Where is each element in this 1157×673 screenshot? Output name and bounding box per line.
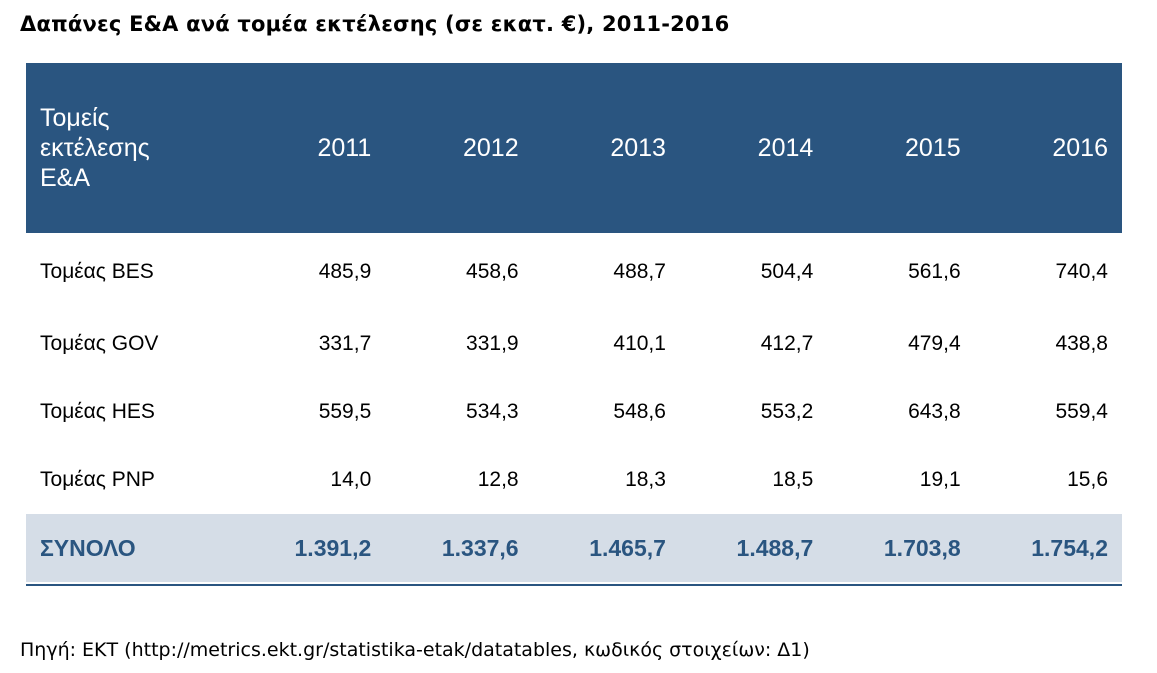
table-cell: 559,4 (1055, 400, 1108, 423)
table-cell: 331,7 (318, 332, 372, 355)
rd-expenditure-table: Τομείς εκτέλεσης Ε&Α 2011 2012 2013 2014… (26, 63, 1122, 582)
table-cell: 534,3 (466, 400, 519, 423)
header-sector-label: Τομείς εκτέλεσης Ε&Α (26, 63, 238, 233)
table-cell: 458,6 (466, 259, 519, 283)
table-cell: 479,4 (908, 332, 961, 355)
table-cell: 740,4 (1055, 259, 1108, 283)
table-cell: 19,1 (919, 468, 961, 491)
table-cell: 504,4 (760, 259, 814, 283)
total-cell: 1.754,2 (1031, 534, 1108, 561)
table-cell: 331,9 (466, 332, 519, 355)
table-row-pnp: Τομέας PNP 14,0 12,8 18,3 18,5 19,1 15,6 (26, 446, 1122, 514)
total-cell: 1.391,2 (294, 534, 372, 561)
header-year-2011: 2011 (317, 133, 372, 162)
table-cell: 18,3 (625, 468, 666, 491)
data-table-container: Τομείς εκτέλεσης Ε&Α 2011 2012 2013 2014… (26, 63, 1122, 582)
table-cell: 643,8 (908, 400, 961, 423)
header-year-2014: 2014 (757, 133, 814, 162)
table-row-gov: Τομέας GOV 331,7 331,9 410,1 412,7 479,4… (26, 310, 1122, 378)
table-cell: 12,8 (477, 468, 519, 491)
table-bottom-rule (26, 584, 1122, 586)
row-label: Τομέας GOV (40, 332, 159, 355)
table-row-hes: Τομέας HES 559,5 534,3 548,6 553,2 643,8… (26, 378, 1122, 446)
table-cell: 410,1 (613, 332, 666, 355)
header-year-2013: 2013 (610, 133, 666, 162)
table-cell: 548,6 (613, 400, 666, 423)
table-cell: 488,7 (613, 259, 666, 283)
table-row-bes: Τομέας BES 485,9 458,6 488,7 504,4 561,6… (26, 233, 1122, 310)
table-cell: 412,7 (760, 332, 814, 355)
total-cell: 1.703,8 (883, 534, 961, 561)
row-label: Τομέας BES (40, 259, 154, 283)
table-cell: 438,8 (1055, 332, 1108, 355)
table-row-total: ΣΥΝΟΛΟ 1.391,2 1.337,6 1.465,7 1.488,7 1… (26, 514, 1122, 582)
page-title: Δαπάνες Ε&Α ανά τομέα εκτέλεσης (σε εκατ… (20, 12, 730, 36)
total-cell: 1.465,7 (589, 534, 666, 561)
header-year-2016: 2016 (1052, 133, 1108, 162)
header-label-line: εκτέλεσης (40, 134, 150, 162)
source-note: Πηγή: ΕΚΤ (http://metrics.ekt.gr/statist… (20, 639, 810, 661)
header-year-2015: 2015 (905, 133, 961, 162)
table-cell: 485,9 (318, 259, 372, 283)
header-label-line: Ε&Α (40, 164, 91, 192)
table-cell: 553,2 (760, 400, 814, 423)
total-label: ΣΥΝΟΛΟ (40, 534, 136, 561)
table-cell: 559,5 (318, 400, 372, 423)
table-cell: 561,6 (908, 259, 961, 283)
total-cell: 1.337,6 (441, 534, 519, 561)
header-year-2012: 2012 (462, 133, 519, 162)
table-cell: 14,0 (330, 468, 372, 491)
table-cell: 15,6 (1067, 468, 1108, 491)
row-label: Τομέας HES (40, 400, 155, 423)
header-label-line: Τομείς (40, 104, 110, 132)
total-cell: 1.488,7 (736, 534, 814, 561)
table-header-row: Τομείς εκτέλεσης Ε&Α 2011 2012 2013 2014… (26, 63, 1122, 233)
table-cell: 18,5 (772, 468, 814, 491)
row-label: Τομέας PNP (40, 468, 155, 491)
